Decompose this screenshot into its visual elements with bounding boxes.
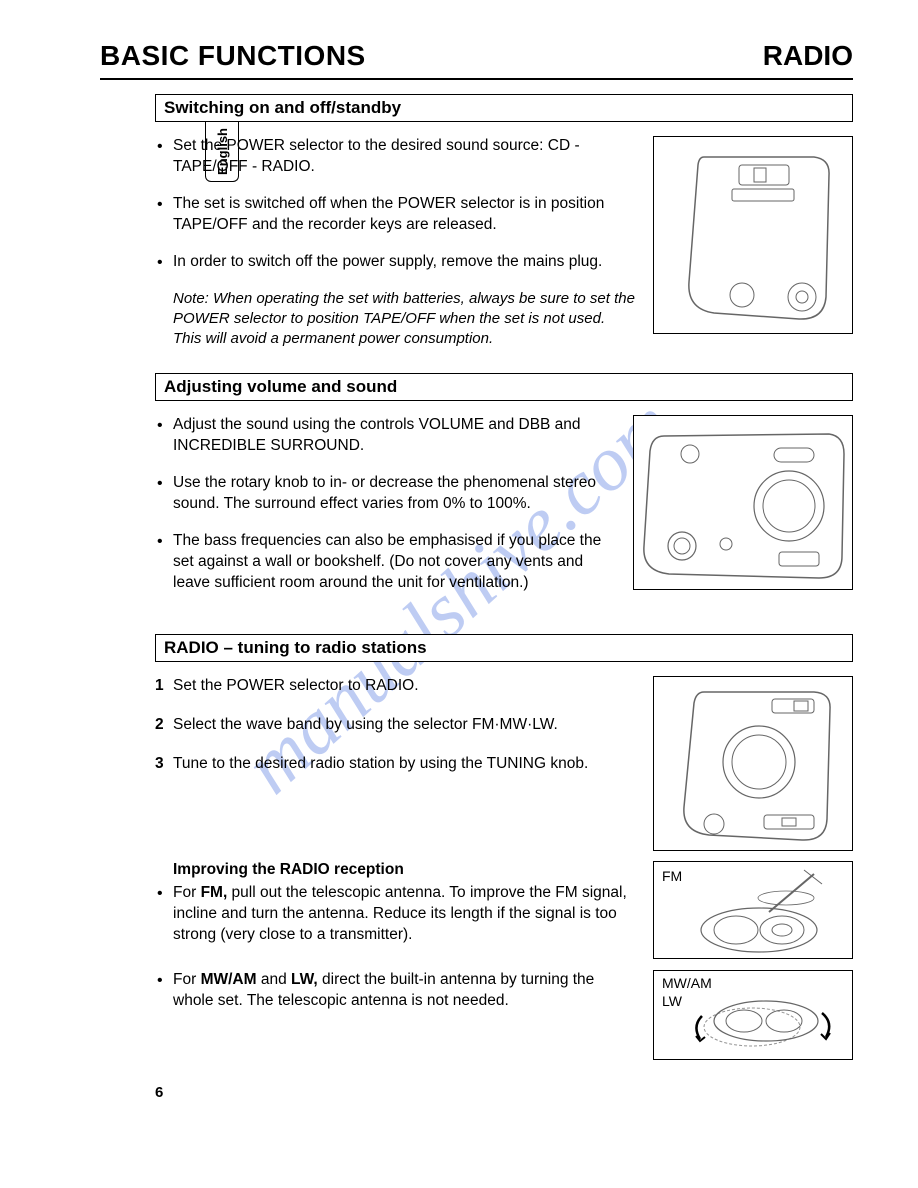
step-text: Select the wave band by using the select… [173, 716, 558, 733]
list-item: 1Set the POWER selector to RADIO. [155, 676, 635, 697]
list-item: The bass frequencies can also be emphasi… [155, 531, 615, 594]
step-text: Tune to the desired radio station by usi… [173, 755, 588, 772]
section3-content: 1Set the POWER selector to RADIO. 2Selec… [155, 676, 853, 851]
section1-bullets: Set the POWER selector to the desired so… [155, 136, 635, 273]
reception-subheading: Improving the RADIO reception [173, 861, 635, 879]
header-title-left: BASIC FUNCTIONS [100, 40, 366, 72]
section3-bullets2b: For MW/AM and LW, direct the built-in an… [155, 970, 635, 1012]
diagram-mwam-antenna: MW/AM LW [653, 970, 853, 1060]
section1-content: Set the POWER selector to the desired so… [155, 136, 853, 349]
list-item: Use the rotary knob to in- or decrease t… [155, 473, 615, 515]
section1-note: Note: When operating the set with batter… [173, 289, 635, 350]
page-number: 6 [155, 1084, 853, 1101]
header-title-right: RADIO [763, 40, 853, 72]
section3-mwam: For MW/AM and LW, direct the built-in an… [155, 970, 853, 1060]
diagram-fm-antenna: FM [653, 861, 853, 959]
page-header: BASIC FUNCTIONS RADIO [100, 40, 853, 80]
fm-label: FM [662, 868, 682, 884]
list-item: 3Tune to the desired radio station by us… [155, 754, 635, 775]
section-title-switching: Switching on and off/standby [155, 94, 853, 122]
mwam-label: MW/AM [662, 975, 712, 991]
list-item: For FM, pull out the telescopic antenna.… [155, 883, 635, 946]
diagram-volume-controls [633, 415, 853, 590]
section2-bullets: Adjust the sound using the controls VOLU… [155, 415, 615, 593]
section3-reception: Improving the RADIO reception For FM, pu… [155, 861, 853, 962]
list-item: In order to switch off the power supply,… [155, 252, 635, 273]
section2-content: Adjust the sound using the controls VOLU… [155, 415, 853, 609]
list-item: The set is switched off when the POWER s… [155, 194, 635, 236]
diagram-tuning [653, 676, 853, 851]
list-item: 2Select the wave band by using the selec… [155, 715, 635, 736]
section3-steps: 1Set the POWER selector to RADIO. 2Selec… [155, 676, 635, 775]
section-title-volume: Adjusting volume and sound [155, 373, 853, 401]
list-item: Adjust the sound using the controls VOLU… [155, 415, 615, 457]
step-text: Set the POWER selector to RADIO. [173, 677, 419, 694]
list-item: For MW/AM and LW, direct the built-in an… [155, 970, 635, 1012]
lw-label: LW [662, 993, 682, 1009]
diagram-power-selector [653, 136, 853, 334]
section3-bullets2: For FM, pull out the telescopic antenna.… [155, 883, 635, 946]
list-item: Set the POWER selector to the desired so… [155, 136, 635, 178]
section-title-radio: RADIO – tuning to radio stations [155, 634, 853, 662]
